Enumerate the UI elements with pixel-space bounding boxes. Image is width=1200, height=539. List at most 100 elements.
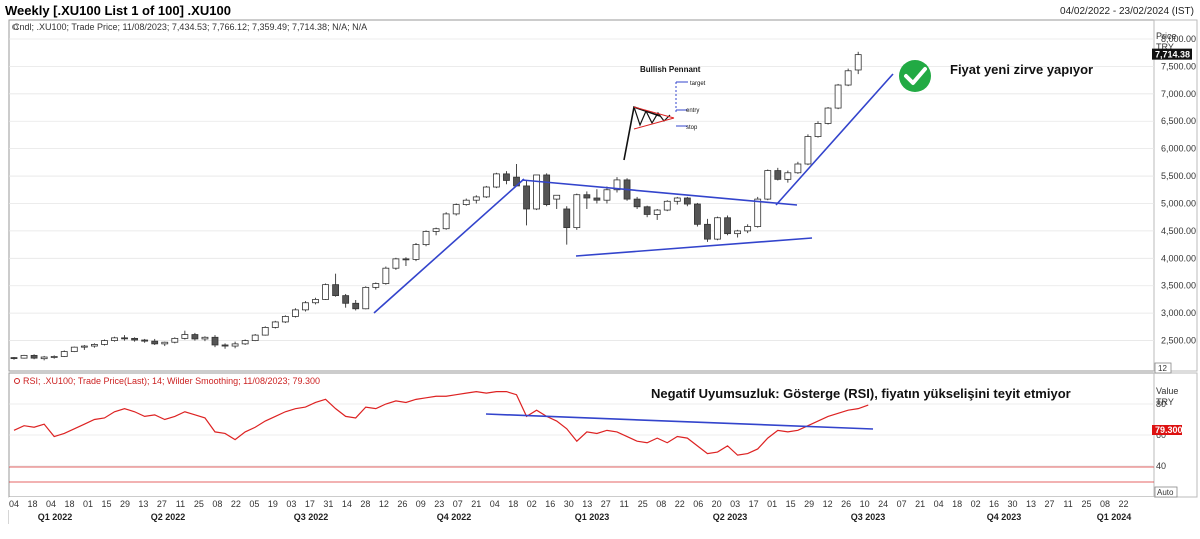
x-date-label: 29: [804, 499, 814, 509]
x-quarter-label: Q2 2023: [713, 512, 748, 522]
rsi-divergence-line[interactable]: [485, 413, 874, 430]
rsi-last-value-marker: [1152, 425, 1182, 435]
uptrend-line-left[interactable]: [373, 178, 525, 314]
inset-flag-top: [633, 106, 675, 119]
candle-up: [382, 267, 390, 284]
x-date-label: 30: [564, 499, 574, 509]
candle-down: [704, 223, 711, 240]
candle-down: [332, 284, 340, 297]
rsi-scale-box-label: Auto: [1157, 488, 1174, 497]
candle-up: [161, 341, 169, 345]
candle-down: [523, 185, 530, 210]
x-quarter-label: Q4 2023: [987, 512, 1022, 522]
x-quarter-label: Q1 2024: [1097, 512, 1132, 522]
trendline-drawings[interactable]: [373, 73, 894, 430]
price-scale-box[interactable]: [1154, 362, 1172, 374]
candle-up: [40, 356, 48, 360]
last-price-marker: [1152, 48, 1192, 60]
x-date-label: 15: [786, 499, 796, 509]
candle-up: [734, 230, 741, 235]
candle-down: [563, 208, 571, 229]
candle-up: [271, 321, 279, 328]
price-tick-label: 4,500.00: [1161, 226, 1196, 236]
candle-down: [694, 203, 701, 225]
price-tick-label: 5,000.00: [1161, 198, 1196, 208]
x-date-label: 23: [434, 499, 444, 509]
x-date-label: 30: [1008, 499, 1018, 509]
rsi-last-value-label: 79.300: [1155, 425, 1183, 435]
price-axis-unit: TRY: [1156, 42, 1174, 52]
price-tick-label: 2,500.00: [1161, 336, 1196, 346]
price-tick-label: 5,500.00: [1161, 171, 1196, 181]
x-date-label: 28: [360, 499, 370, 509]
candle-up: [201, 336, 209, 340]
x-date-label: 11: [176, 499, 185, 509]
candlestick-series: [10, 51, 862, 361]
x-date-label: 12: [823, 499, 833, 509]
candle-down: [131, 337, 139, 341]
candle-up: [392, 258, 400, 269]
x-date-label: 13: [1026, 499, 1036, 509]
candle-up: [372, 283, 380, 288]
candle-up: [854, 54, 862, 71]
x-date-label: 09: [416, 499, 426, 509]
candle-up: [844, 70, 852, 86]
candle-up: [261, 327, 269, 336]
candle-up: [70, 346, 78, 352]
candle-up: [784, 172, 792, 180]
rsi-tick-label: 40: [1156, 461, 1166, 471]
candle-up: [442, 213, 450, 230]
candle-down: [683, 197, 691, 205]
x-date-label: 08: [212, 499, 222, 509]
candle-down: [10, 357, 18, 359]
x-date-label: 16: [545, 499, 555, 509]
rsi-legend: RSI; .XU100; Trade Price(Last); 14; Wild…: [23, 376, 320, 386]
candle-down: [402, 258, 410, 261]
candle-up: [653, 209, 661, 215]
candle-up: [422, 231, 430, 246]
candle-up: [412, 244, 420, 260]
price-tick-label: 4,000.00: [1161, 253, 1196, 263]
price-axis-frame: [1153, 19, 1198, 372]
x-date-label: 12: [379, 499, 389, 509]
x-date-label: 17: [749, 499, 759, 509]
x-axis-quarter-labels: Q1 2022 Q2 2022 Q3 2022 Q4 2022 Q1 2023 Q2 20…: [38, 512, 1132, 522]
candle-down: [342, 295, 350, 304]
x-quarter-label: Q4 2022: [437, 512, 472, 522]
candle-down: [221, 344, 229, 347]
uptrend-line-right[interactable]: [775, 73, 894, 206]
candle-up: [492, 173, 500, 188]
candle-up: [573, 194, 581, 229]
candle-up: [362, 286, 370, 310]
x-date-label: 11: [620, 499, 629, 509]
x-date-label: 03: [286, 499, 296, 509]
x-date-label: 27: [601, 499, 611, 509]
pennant-upper-line[interactable]: [521, 179, 798, 206]
x-date-label: 07: [897, 499, 907, 509]
rsi-scale-box[interactable]: [1154, 486, 1178, 498]
x-quarter-label: Q1 2023: [575, 512, 610, 522]
candle-up: [111, 337, 118, 341]
x-date-label: 21: [471, 499, 481, 509]
x-date-label: 07: [453, 499, 463, 509]
x-date-label: 18: [27, 499, 37, 509]
bullish-pennant-inset: Bullish Pennant target entry stop: [623, 65, 706, 161]
new-high-note: Fiyat yeni zirve yapıyor: [950, 62, 1093, 77]
x-date-label: 18: [952, 499, 962, 509]
x-date-label: 10: [860, 499, 870, 509]
candle-down: [30, 354, 38, 359]
candle-up: [20, 354, 28, 359]
inset-title: Bullish Pennant: [640, 65, 701, 74]
price-tick-label: 7,000.00: [1161, 89, 1196, 99]
price-legend: Cndl; .XU100; Trade Price; 11/08/2023; 7…: [13, 22, 367, 32]
candle-up: [302, 302, 309, 311]
candle-up: [603, 189, 611, 201]
candle-up: [60, 351, 68, 357]
candle-up: [824, 107, 832, 124]
candle-down: [774, 170, 782, 180]
candle-up: [714, 217, 721, 240]
price-gridlines: [9, 38, 1154, 341]
pennant-lower-line[interactable]: [575, 237, 813, 257]
candle-up: [91, 344, 98, 347]
